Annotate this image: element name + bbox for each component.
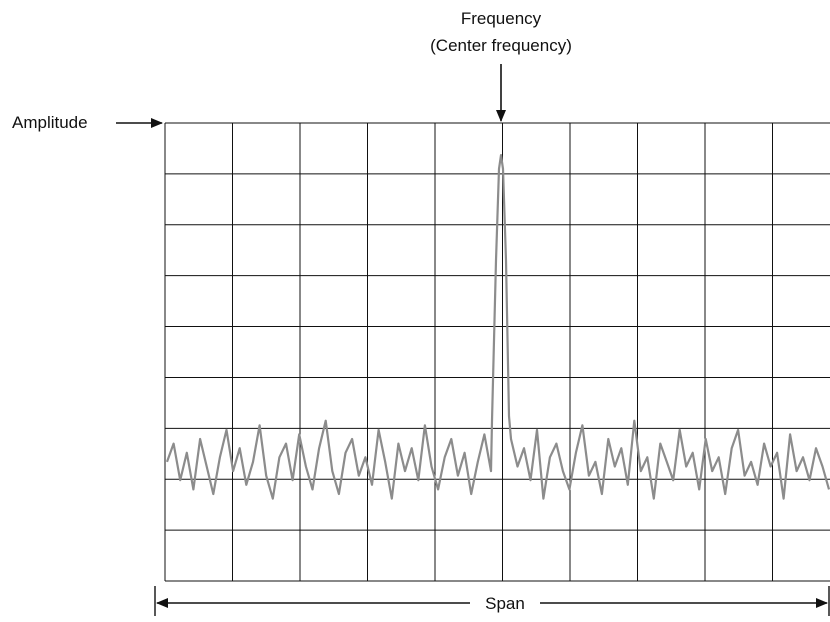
frequency-label: Frequency bbox=[461, 9, 542, 28]
amplitude-label: Amplitude bbox=[12, 113, 88, 132]
span-label: Span bbox=[485, 594, 525, 613]
spectrum-trace bbox=[165, 154, 830, 500]
center-frequency-label: (Center frequency) bbox=[430, 36, 572, 55]
